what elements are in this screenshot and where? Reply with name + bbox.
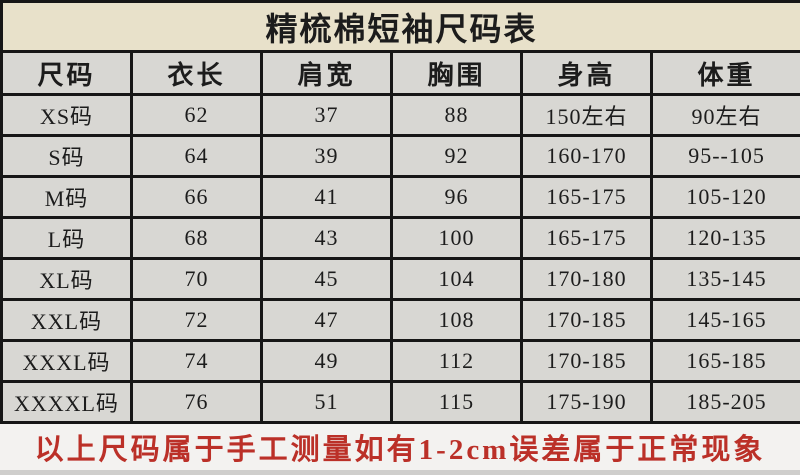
table-cell: 37 (260, 93, 393, 137)
table-cell: 39 (260, 134, 393, 178)
table-cell: 70 (130, 257, 263, 301)
column-header: 身高 (520, 50, 653, 96)
measurement-disclaimer: 以上尺码属于手工测量如有1-2cm误差属于正常现象 (0, 424, 800, 475)
table-row: XXXXL码 76 51 115 175-190 185-205 (0, 380, 800, 424)
table-cell: 64 (130, 134, 263, 178)
table-cell: 47 (260, 298, 393, 342)
table-cell: 72 (130, 298, 263, 342)
table-cell: 145-165 (649, 298, 800, 342)
table-cell: 62 (130, 93, 263, 137)
table-row: XXXL码 74 49 112 170-185 165-185 (0, 339, 800, 383)
table-cell: 66 (130, 175, 263, 219)
table-cell: 112 (390, 339, 523, 383)
table-row: S码 64 39 92 160-170 95--105 (0, 134, 800, 178)
title-row: 精梳棉短袖尺码表 (0, 0, 800, 53)
table-cell: 45 (260, 257, 393, 301)
table-cell: 105-120 (649, 175, 800, 219)
chart-title: 精梳棉短袖尺码表 (0, 0, 800, 53)
size-label-cell: XL码 (0, 257, 133, 301)
table-cell: 68 (130, 216, 263, 260)
table-cell: 41 (260, 175, 393, 219)
table-cell: 76 (130, 380, 263, 424)
table-cell: 150左右 (520, 93, 653, 137)
size-label-cell: XXL码 (0, 298, 133, 342)
column-header: 肩宽 (260, 50, 393, 96)
table-cell: 175-190 (520, 380, 653, 424)
table-row: XXL码 72 47 108 170-185 145-165 (0, 298, 800, 342)
table-cell: 160-170 (520, 134, 653, 178)
table-row: XS码 62 37 88 150左右 90左右 (0, 93, 800, 137)
size-label-cell: XXXL码 (0, 339, 133, 383)
table-cell: 74 (130, 339, 263, 383)
table-cell: 108 (390, 298, 523, 342)
table-row: L码 68 43 100 165-175 120-135 (0, 216, 800, 260)
table-cell: 115 (390, 380, 523, 424)
column-header: 衣长 (130, 50, 263, 96)
table-cell: 100 (390, 216, 523, 260)
header-row: 尺码 衣长 肩宽 胸围 身高 体重 (0, 50, 800, 96)
column-header: 胸围 (390, 50, 523, 96)
table-cell: 165-175 (520, 175, 653, 219)
column-header: 尺码 (0, 50, 133, 96)
table-cell: 43 (260, 216, 393, 260)
table-cell: 120-135 (649, 216, 800, 260)
table-cell: 170-180 (520, 257, 653, 301)
table-row: XL码 70 45 104 170-180 135-145 (0, 257, 800, 301)
table-cell: 51 (260, 380, 393, 424)
table-cell: 170-185 (520, 339, 653, 383)
size-label-cell: M码 (0, 175, 133, 219)
table-cell: 95--105 (649, 134, 800, 178)
table-cell: 90左右 (649, 93, 800, 137)
table-cell: 92 (390, 134, 523, 178)
table-cell: 135-145 (649, 257, 800, 301)
table-cell: 165-185 (649, 339, 800, 383)
size-label-cell: S码 (0, 134, 133, 178)
size-label-cell: XS码 (0, 93, 133, 137)
table-cell: 88 (390, 93, 523, 137)
size-table: 精梳棉短袖尺码表 尺码 衣长 肩宽 胸围 身高 体重 XS码 62 37 88 150左右 90左右… (0, 0, 800, 424)
column-header: 体重 (649, 50, 800, 96)
table-cell: 104 (390, 257, 523, 301)
table-cell: 165-175 (520, 216, 653, 260)
size-label-cell: XXXXL码 (0, 380, 133, 424)
table-cell: 49 (260, 339, 393, 383)
size-label-cell: L码 (0, 216, 133, 260)
table-cell: 170-185 (520, 298, 653, 342)
table-cell: 185-205 (649, 380, 800, 424)
table-row: M码 66 41 96 165-175 105-120 (0, 175, 800, 219)
table-cell: 96 (390, 175, 523, 219)
